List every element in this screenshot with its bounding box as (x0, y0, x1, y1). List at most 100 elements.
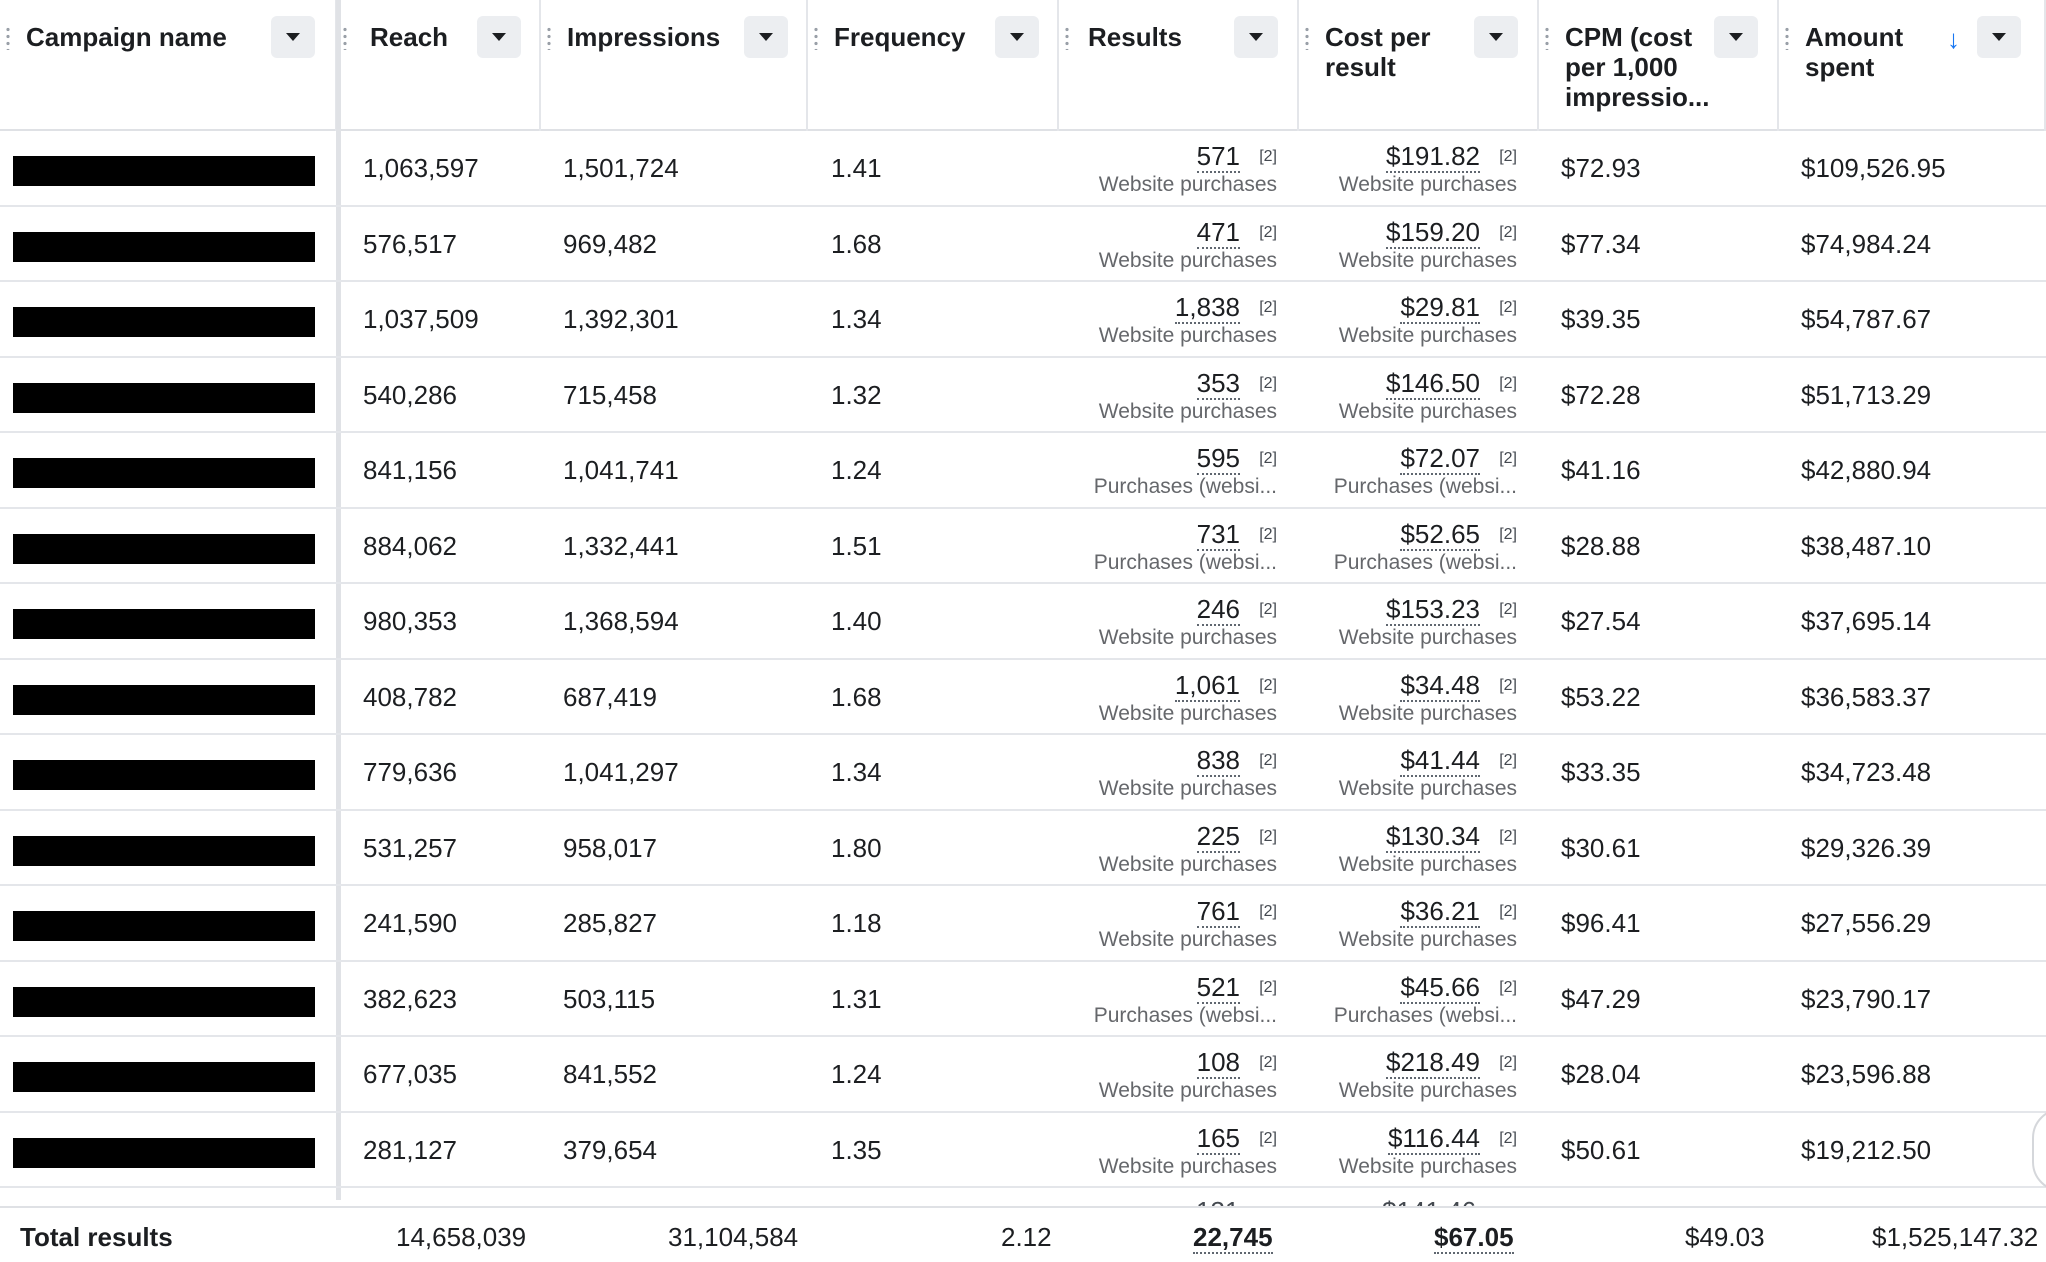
table-row[interactable]: 241,590 285,827 1.18 761 [2] Website purchase… (0, 886, 2046, 962)
campaign-name-cell[interactable] (0, 433, 337, 507)
column-header-campaign-name[interactable]: Campaign name (0, 0, 337, 131)
table-row[interactable]: 1,037,509 1,392,301 1.34 1,838 [2] Website pu… (0, 282, 2046, 358)
table-row[interactable]: 779,636 1,041,297 1.34 838 [2] Website purcha… (0, 735, 2046, 811)
column-menu-button[interactable] (477, 16, 521, 58)
campaign-name-cell[interactable] (0, 1037, 337, 1111)
cost-per-result-value[interactable]: $146.50 (1386, 367, 1480, 400)
column-header-cpm[interactable]: CPM (cost per 1,000 impressio... (1539, 0, 1779, 131)
campaign-name-cell[interactable] (0, 962, 337, 1036)
column-header-impressions[interactable]: Impressions (541, 0, 808, 131)
table-row[interactable]: 531,257 958,017 1.80 225 [2] Website purchase… (0, 811, 2046, 886)
campaign-name-cell[interactable] (0, 509, 337, 583)
campaign-name-cell[interactable] (0, 131, 337, 205)
column-header-cost-per-result[interactable]: Cost per result (1299, 0, 1539, 131)
cost-footnote: [2] (1499, 299, 1517, 316)
results-value[interactable]: 246 (1196, 594, 1240, 626)
results-value[interactable]: 353 (1196, 367, 1240, 400)
campaign-name-cell[interactable] (0, 358, 337, 432)
drag-handle-icon[interactable] (1065, 26, 1069, 50)
results-value[interactable]: 761 (1196, 896, 1240, 928)
cost-per-result-value[interactable]: $34.48 (1400, 669, 1480, 702)
drag-handle-icon[interactable] (1545, 26, 1549, 50)
table-row[interactable]: 677,035 841,552 1.24 108 [2] Website purchase… (0, 1037, 2046, 1113)
cost-per-result-value[interactable]: $218.49 (1386, 1047, 1480, 1079)
total-results[interactable]: 22,745 (1193, 1222, 1273, 1254)
total-cost-per-result[interactable]: $67.05 (1434, 1222, 1514, 1254)
drag-handle-icon[interactable] (1785, 26, 1789, 50)
table-row[interactable]: 841,156 1,041,741 1.24 595 [2] Purchases (web… (0, 433, 2046, 509)
results-value[interactable]: 225 (1196, 820, 1240, 853)
campaign-name-cell[interactable] (0, 735, 337, 809)
column-menu-button[interactable] (271, 16, 315, 58)
drag-handle-icon[interactable] (814, 26, 818, 50)
column-menu-button[interactable] (1977, 16, 2021, 58)
cost-per-result-value[interactable]: $41.44 (1400, 745, 1480, 777)
amount-spent-cell: $109,526.95 (1801, 153, 1946, 183)
results-value[interactable]: 1,061 (1174, 669, 1240, 702)
campaign-name-cell[interactable] (0, 207, 337, 281)
results-value[interactable]: 595 (1196, 443, 1240, 475)
results-value[interactable]: 165 (1196, 1122, 1240, 1155)
column-header-reach[interactable]: Reach (337, 0, 541, 131)
column-menu-button[interactable] (1234, 16, 1278, 58)
results-cell: 1,838 [2] Website purchases (1059, 282, 1299, 356)
column-title-line-3: impressio... (1565, 82, 1710, 112)
cost-per-result-cell: $116.44 [2] Website purchases (1299, 1113, 1539, 1187)
drag-handle-icon[interactable] (1305, 26, 1309, 50)
campaign-name-cell[interactable] (0, 886, 337, 960)
results-value[interactable]: 471 (1196, 216, 1240, 249)
cost-per-result-value[interactable]: $153.23 (1386, 594, 1480, 626)
cost-type: Purchases (websi... (1333, 550, 1517, 574)
results-value[interactable]: 731 (1196, 518, 1240, 551)
results-type: Purchases (websi... (1093, 475, 1277, 498)
column-menu-button[interactable] (1474, 16, 1518, 58)
cost-per-result-value[interactable]: $72.07 (1400, 443, 1480, 475)
cost-per-result-cell: $146.50 [2] Website purchases (1299, 358, 1539, 432)
results-value[interactable]: 1,838 (1174, 292, 1240, 324)
arrow-down-icon[interactable]: ↓ (1947, 24, 1960, 54)
results-value[interactable]: 838 (1196, 745, 1240, 777)
campaign-name-cell[interactable] (0, 282, 337, 356)
column-menu-button[interactable] (1714, 16, 1758, 58)
table-row[interactable]: 281,127 379,654 1.35 165 [2] Website purchase… (0, 1113, 2046, 1188)
cost-per-result-value[interactable]: $52.65 (1400, 518, 1480, 551)
campaign-name-cell[interactable] (0, 660, 337, 734)
table-row[interactable]: 576,517 969,482 1.68 471 [2] Website purchase… (0, 207, 2046, 282)
cost-per-result-value[interactable]: $191.82 (1386, 141, 1480, 173)
cost-per-result-value[interactable]: $116.44 (1387, 1122, 1480, 1155)
cost-per-result-value[interactable]: $45.66 (1400, 971, 1480, 1004)
results-cell: 353 [2] Website purchases (1059, 358, 1299, 432)
table-row[interactable]: 382,623 503,115 1.31 521 [2] Purchases (websi… (0, 962, 2046, 1037)
table-row[interactable]: 408,782 687,419 1.68 1,061 [2] Website purcha… (0, 660, 2046, 735)
table-row[interactable]: 540,286 715,458 1.32 353 [2] Website purchase… (0, 358, 2046, 433)
drag-handle-icon[interactable] (547, 26, 551, 50)
table-row[interactable]: 980,353 1,368,594 1.40 246 [2] Website purcha… (0, 584, 2046, 660)
campaign-name-cell[interactable] (0, 811, 337, 885)
drag-handle-icon[interactable] (343, 26, 347, 50)
column-header-results[interactable]: Results (1059, 0, 1299, 131)
cost-footnote: [2] (1499, 223, 1517, 241)
results-value[interactable]: 108 (1196, 1047, 1240, 1079)
frozen-column-divider[interactable] (336, 0, 341, 1200)
frequency-cell: 1.34 (831, 304, 882, 334)
cost-per-result-value[interactable]: $36.21 (1400, 896, 1480, 928)
column-header-amount-spent[interactable]: Amount spent ↓ (1779, 0, 2046, 131)
table-row[interactable]: 884,062 1,332,441 1.51 731 [2] Purchases (web… (0, 509, 2046, 584)
results-type: Website purchases (1098, 626, 1277, 649)
column-header-frequency[interactable]: Frequency (808, 0, 1059, 131)
results-footnote: [2] (1259, 1054, 1277, 1071)
results-value[interactable]: 521 (1196, 971, 1240, 1004)
table-row[interactable]: 1,063,597 1,501,724 1.41 571 [2] Website purc… (0, 131, 2046, 207)
campaign-name-cell[interactable] (0, 1113, 337, 1187)
cost-per-result-cell: $218.49 [2] Website purchases (1299, 1037, 1539, 1111)
cost-per-result-value[interactable]: $130.34 (1386, 820, 1480, 853)
drag-handle-icon[interactable] (6, 26, 10, 50)
results-value[interactable]: 571 (1196, 141, 1240, 173)
redacted-campaign-name (13, 1062, 315, 1092)
cost-footnote: [2] (1499, 148, 1517, 165)
column-menu-button[interactable] (995, 16, 1039, 58)
campaign-name-cell[interactable] (0, 584, 337, 658)
column-menu-button[interactable] (744, 16, 788, 58)
cost-per-result-value[interactable]: $29.81 (1400, 292, 1480, 324)
cost-per-result-value[interactable]: $159.20 (1386, 216, 1480, 249)
